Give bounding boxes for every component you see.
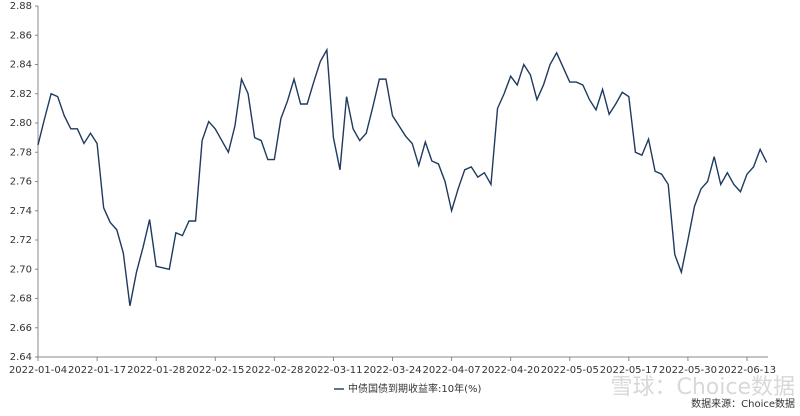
y-tick-label: 2.84 [10, 60, 32, 71]
y-tick-label: 2.86 [10, 30, 32, 41]
y-tick-label: 2.76 [10, 177, 32, 188]
watermark: 雪球：Choice数据 [610, 375, 795, 400]
y-tick-label: 2.72 [10, 235, 32, 246]
x-tick-label: 2022-06-13 [718, 365, 776, 376]
x-tick-label: 2022-05-17 [600, 365, 658, 376]
x-tick-label: 2022-01-04 [9, 365, 67, 376]
x-tick-label: 2022-01-28 [127, 365, 185, 376]
y-tick-label: 2.82 [10, 89, 32, 100]
x-tick-label: 2022-03-24 [363, 365, 421, 376]
x-tick-label: 2022-04-20 [482, 365, 540, 376]
x-tick-label: 2022-03-11 [304, 365, 362, 376]
x-tick-label: 2022-02-28 [245, 365, 303, 376]
x-tick-label: 2022-05-05 [541, 365, 599, 376]
x-tick-label: 2022-01-17 [68, 365, 126, 376]
series-line [37, 47, 768, 306]
legend-label: 中债国债到期收益率:10年(%) [348, 382, 481, 395]
x-tick-label: 2022-04-07 [423, 365, 481, 376]
source-note: 数据来源：Choice数据 [691, 397, 795, 410]
y-tick-label: 2.80 [10, 118, 32, 129]
y-tick-label: 2.74 [10, 206, 32, 217]
y-tick-label: 2.70 [10, 264, 32, 275]
y-tick-label: 2.64 [10, 352, 32, 363]
x-tick-label: 2022-05-30 [659, 365, 717, 376]
y-tick-label: 2.68 [10, 294, 32, 305]
y-tick-label: 2.88 [10, 1, 32, 12]
x-tick-label: 2022-02-15 [186, 365, 244, 376]
y-tick-label: 2.78 [10, 147, 32, 158]
y-tick-label: 2.66 [10, 323, 32, 334]
